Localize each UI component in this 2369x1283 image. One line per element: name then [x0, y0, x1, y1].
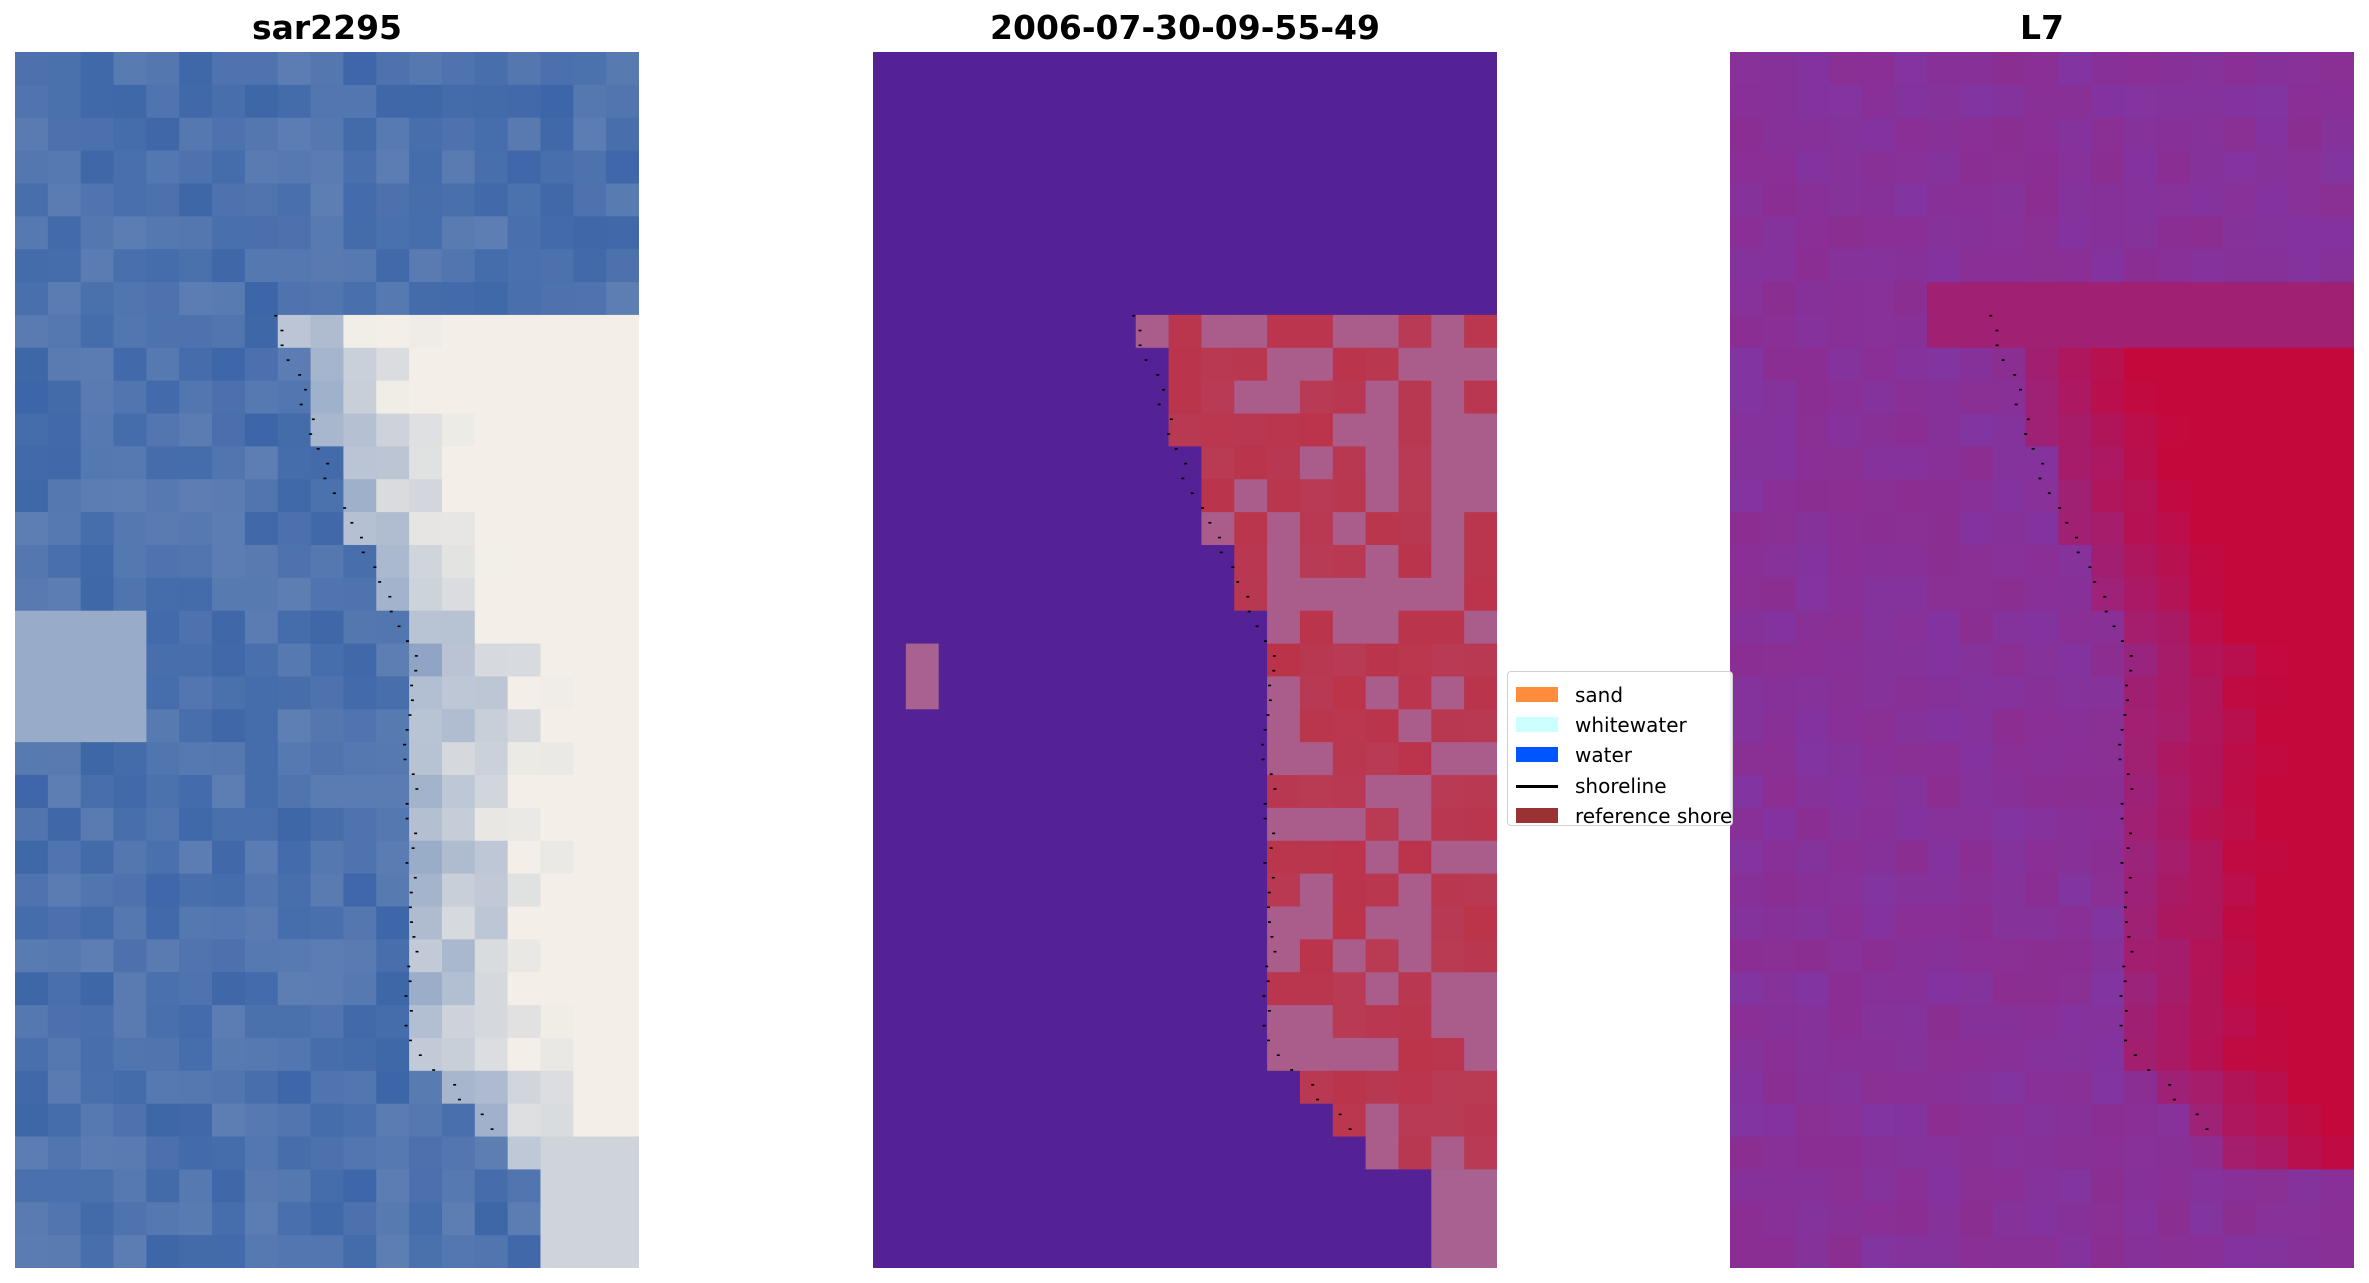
legend: sand whitewater water shoreline referenc… — [1507, 671, 1733, 826]
rgb-satellite-image — [15, 52, 639, 1268]
legend-label-whitewater: whitewater — [1575, 713, 1687, 738]
classification-image-panel — [873, 52, 1497, 1268]
legend-item-water: water — [1508, 740, 1732, 770]
panel-title-rgb: sar2295 — [251, 8, 403, 47]
legend-item-whitewater: whitewater — [1508, 710, 1732, 740]
water-index-image — [1730, 52, 2354, 1268]
rgb-image-panel — [15, 52, 639, 1268]
legend-item-sand: sand — [1508, 680, 1732, 710]
legend-swatch-sand — [1516, 687, 1558, 702]
legend-line-shoreline — [1516, 784, 1558, 788]
legend-swatch-whitewater — [1516, 717, 1558, 733]
panel-title-classification: 2006-07-30-09-55-49 — [990, 8, 1380, 47]
legend-label-reference-shoreline: reference shoreline — [1575, 803, 1733, 826]
classification-map-image — [873, 52, 1497, 1268]
legend-label-shoreline: shoreline — [1575, 773, 1667, 798]
legend-item-shoreline: shoreline — [1508, 771, 1732, 801]
legend-label-water: water — [1575, 743, 1632, 768]
panel-title-index: L7 — [2020, 8, 2064, 47]
legend-item-reference-shoreline: reference shoreline — [1508, 801, 1733, 826]
legend-label-sand: sand — [1575, 683, 1624, 707]
legend-swatch-reference-shoreline — [1516, 807, 1558, 823]
index-image-panel — [1730, 52, 2354, 1268]
legend-swatch-water — [1516, 747, 1558, 763]
